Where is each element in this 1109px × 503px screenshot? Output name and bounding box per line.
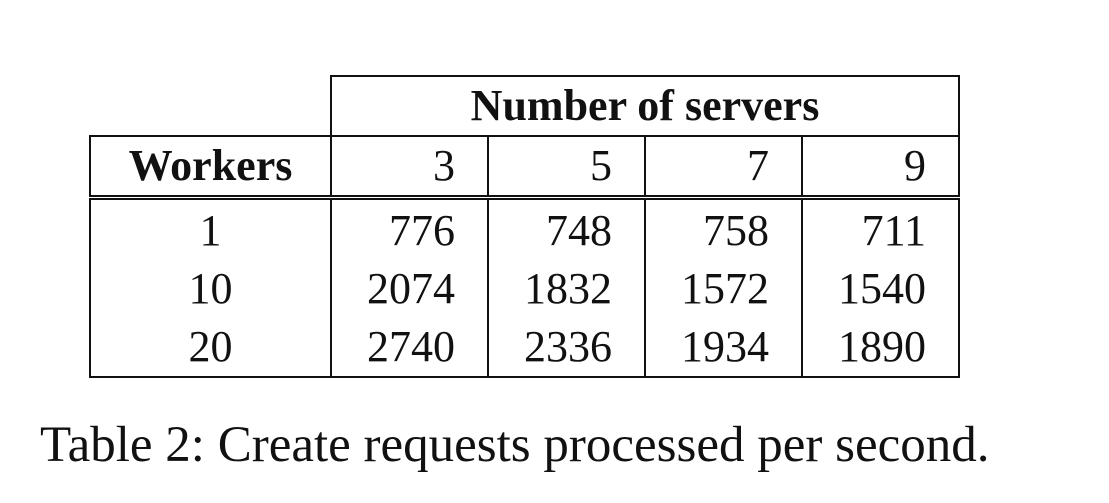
requests-value: 748 <box>487 197 646 260</box>
requests-value: 2740 <box>330 318 489 378</box>
table-row: 1 776 748 758 711 <box>89 197 960 260</box>
results-table: Number of servers Workers 3 5 7 9 1 776 … <box>89 75 960 378</box>
server-count-header: 3 <box>330 135 489 200</box>
requests-value: 2336 <box>487 318 646 378</box>
server-count-header: 9 <box>801 135 960 200</box>
requests-value: 758 <box>644 197 803 260</box>
requests-value: 1540 <box>801 260 960 318</box>
empty-corner-cell <box>90 76 331 136</box>
table-row: 20 2740 2336 1934 1890 <box>89 318 960 378</box>
group-header-number-of-servers: Number of servers <box>330 75 960 137</box>
results-table-container: Number of servers Workers 3 5 7 9 1 776 … <box>89 75 960 378</box>
requests-value: 1832 <box>487 260 646 318</box>
requests-value: 1572 <box>644 260 803 318</box>
workers-value: 1 <box>89 197 332 260</box>
workers-header: Workers <box>89 135 332 200</box>
column-header-row: Workers 3 5 7 9 <box>89 135 960 200</box>
workers-value: 20 <box>89 318 332 378</box>
workers-value: 10 <box>89 260 332 318</box>
requests-value: 1934 <box>644 318 803 378</box>
server-count-header: 5 <box>487 135 646 200</box>
group-header-row: Number of servers <box>90 75 960 137</box>
requests-value: 2074 <box>330 260 489 318</box>
requests-value: 776 <box>330 197 489 260</box>
table-row: 10 2074 1832 1572 1540 <box>89 260 960 318</box>
table-caption: Table 2: Create requests processed per s… <box>40 417 990 473</box>
server-count-header: 7 <box>644 135 803 200</box>
requests-value: 711 <box>801 197 960 260</box>
requests-value: 1890 <box>801 318 960 378</box>
